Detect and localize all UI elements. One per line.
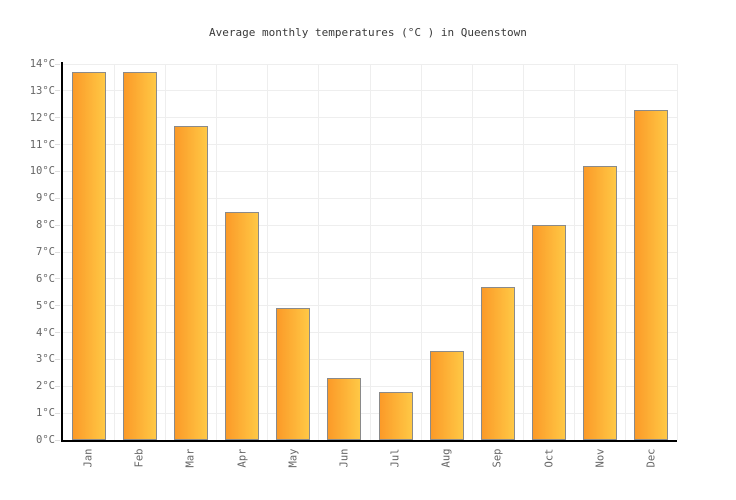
x-grid-line (625, 64, 627, 440)
bar-jun (327, 378, 362, 440)
x-axis-label-text: May (287, 448, 300, 468)
y-tick (55, 63, 60, 65)
y-axis-label: 3°C (36, 353, 55, 366)
x-grid-line (523, 64, 524, 440)
bar-sep (480, 286, 515, 440)
y-tick (55, 170, 60, 172)
x-axis-label-text: Aug (440, 448, 453, 468)
bar-jul (378, 391, 413, 440)
y-axis-label: 5°C (36, 299, 55, 312)
x-axis-label-text: Jul (389, 448, 402, 468)
y-tick (55, 144, 60, 146)
y-tick (55, 224, 60, 226)
chart-title: Average monthly temperatures (°C ) in Qu… (209, 26, 527, 39)
x-axis-label-text: Mar (184, 448, 197, 468)
x-grid-line (471, 64, 473, 440)
x-axis-label-feb: Feb (120, 438, 160, 478)
x-axis-label-text: Feb (133, 448, 146, 468)
y-tick (55, 90, 60, 92)
y-axis-label: 12°C (29, 111, 55, 124)
y-axis-label: 10°C (29, 165, 55, 178)
y-axis-label: 13°C (29, 84, 55, 97)
x-axis-label-dec: Dec (631, 438, 671, 478)
x-axis-label-nov: Nov (580, 438, 620, 478)
y-axis-label: 6°C (36, 272, 55, 285)
x-axis-label-mar: Mar (171, 438, 211, 478)
y-axis-label: 11°C (29, 138, 55, 151)
x-axis-label-jan: Jan (69, 438, 109, 478)
x-grid-line (574, 64, 576, 440)
y-tick (55, 278, 60, 280)
x-axis-label-apr: Apr (222, 438, 262, 478)
bar-oct (532, 225, 567, 440)
x-axis-label-oct: Oct (529, 438, 569, 478)
x-grid-line (369, 64, 371, 440)
y-axis-label: 9°C (36, 192, 55, 205)
x-grid-line (267, 64, 269, 440)
y-axis-label: 1°C (36, 407, 55, 420)
y-tick (55, 385, 60, 387)
y-axis-label: 7°C (36, 246, 55, 258)
x-grid-line (216, 64, 217, 440)
bar-aug (429, 351, 464, 440)
bar-dec (634, 109, 669, 440)
x-axis-label-text: Sep (491, 448, 504, 468)
x-axis-label-text: Dec (645, 448, 658, 468)
plot-area: 0°C 1°C 2°C 3°C 4°C 5°C 6°C 7°C 8°C 9°C 10°C 11°C 12… (30, 58, 678, 467)
bar-jan (71, 72, 106, 440)
bar-may (276, 308, 311, 440)
x-axis-label-may: May (273, 438, 313, 478)
y-axis-label: 2°C (36, 380, 55, 393)
y-tick (55, 197, 60, 199)
y-tick (55, 412, 60, 414)
y-tick (55, 332, 60, 334)
y-axis-label: 0°C (36, 434, 55, 446)
y-tick (55, 117, 60, 119)
x-axis-label-text: Jan (82, 448, 95, 468)
bar-feb (122, 72, 157, 440)
bar-mar (173, 125, 208, 440)
x-grid-line (420, 64, 422, 440)
x-axis-label-jul: Jul (376, 438, 416, 478)
y-tick (55, 251, 60, 253)
x-grid-line (164, 64, 166, 440)
x-axis-label-text: Oct (543, 448, 556, 468)
x-axis-label-text: Nov (594, 448, 607, 468)
x-axis-label-text: Jun (338, 448, 351, 468)
bar-nov (583, 166, 618, 440)
x-grid-line (676, 64, 678, 440)
x-axis-label-aug: Aug (427, 438, 467, 478)
y-axis-label: 14°C (29, 58, 55, 70)
x-axis-label-sep: Sep (478, 438, 518, 478)
bar-apr (225, 211, 260, 440)
x-axis-label-jun: Jun (324, 438, 364, 478)
x-axis-label-text: Apr (236, 448, 249, 468)
y-tick (55, 358, 60, 360)
y-axis-label: 4°C (36, 326, 55, 339)
x-grid-line (113, 64, 115, 440)
x-grid-line (318, 64, 320, 440)
y-tick (55, 439, 60, 441)
y-axis-label: 8°C (36, 219, 55, 232)
y-tick (55, 305, 60, 307)
